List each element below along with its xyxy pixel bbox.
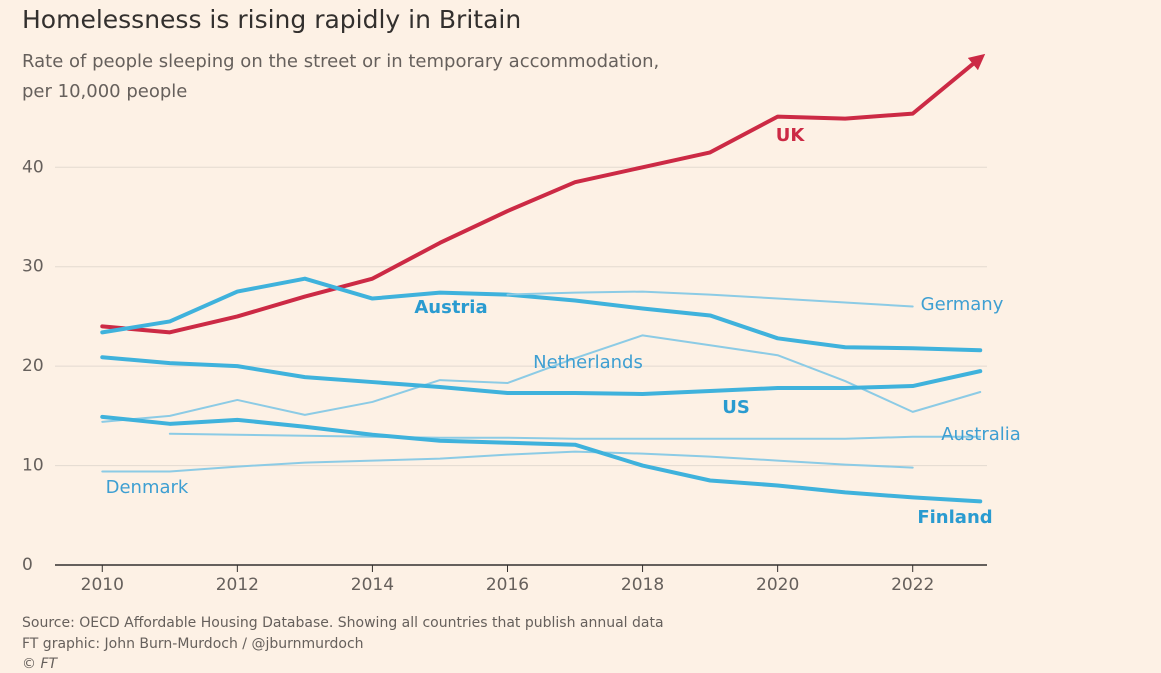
series-label: Australia [941, 424, 1021, 445]
x-tick-label: 2012 [216, 575, 259, 595]
series-line [100, 276, 983, 353]
y-tick-label: 0 [22, 555, 33, 575]
chart-title: Homelessness is rising rapidly in Britai… [22, 5, 521, 34]
y-tick-label: 20 [22, 356, 44, 376]
series-label: Austria [414, 297, 487, 318]
y-tick-label: 10 [22, 456, 44, 476]
series-label: US [722, 397, 750, 418]
x-tick-label: 2010 [81, 575, 124, 595]
x-tick-label: 2020 [756, 575, 799, 595]
source-note: Source: OECD Affordable Housing Database… [22, 615, 664, 631]
x-tick-label: 2022 [891, 575, 934, 595]
copyright: © FT [22, 656, 59, 672]
y-tick-label: 40 [22, 157, 44, 177]
series-label: Germany [921, 294, 1004, 315]
series-line [100, 414, 983, 504]
series-line [101, 450, 914, 473]
series-line [168, 432, 982, 440]
subtitle: per 10,000 people [22, 81, 187, 102]
series-line [100, 355, 983, 396]
subtitle: Rate of people sleeping on the street or… [22, 51, 659, 72]
series-label: Denmark [106, 477, 189, 498]
series-line [100, 53, 986, 335]
credit-note: FT graphic: John Burn-Murdoch / @jburnmu… [22, 636, 364, 652]
series-line [101, 334, 982, 423]
series-label: Netherlands [533, 352, 643, 373]
series-label: UK [776, 125, 806, 146]
x-tick-label: 2016 [486, 575, 529, 595]
x-tick-label: 2018 [621, 575, 664, 595]
series-line [506, 290, 914, 308]
x-tick-label: 2014 [351, 575, 394, 595]
series-label: Finland [917, 507, 992, 528]
y-tick-label: 30 [22, 257, 44, 277]
